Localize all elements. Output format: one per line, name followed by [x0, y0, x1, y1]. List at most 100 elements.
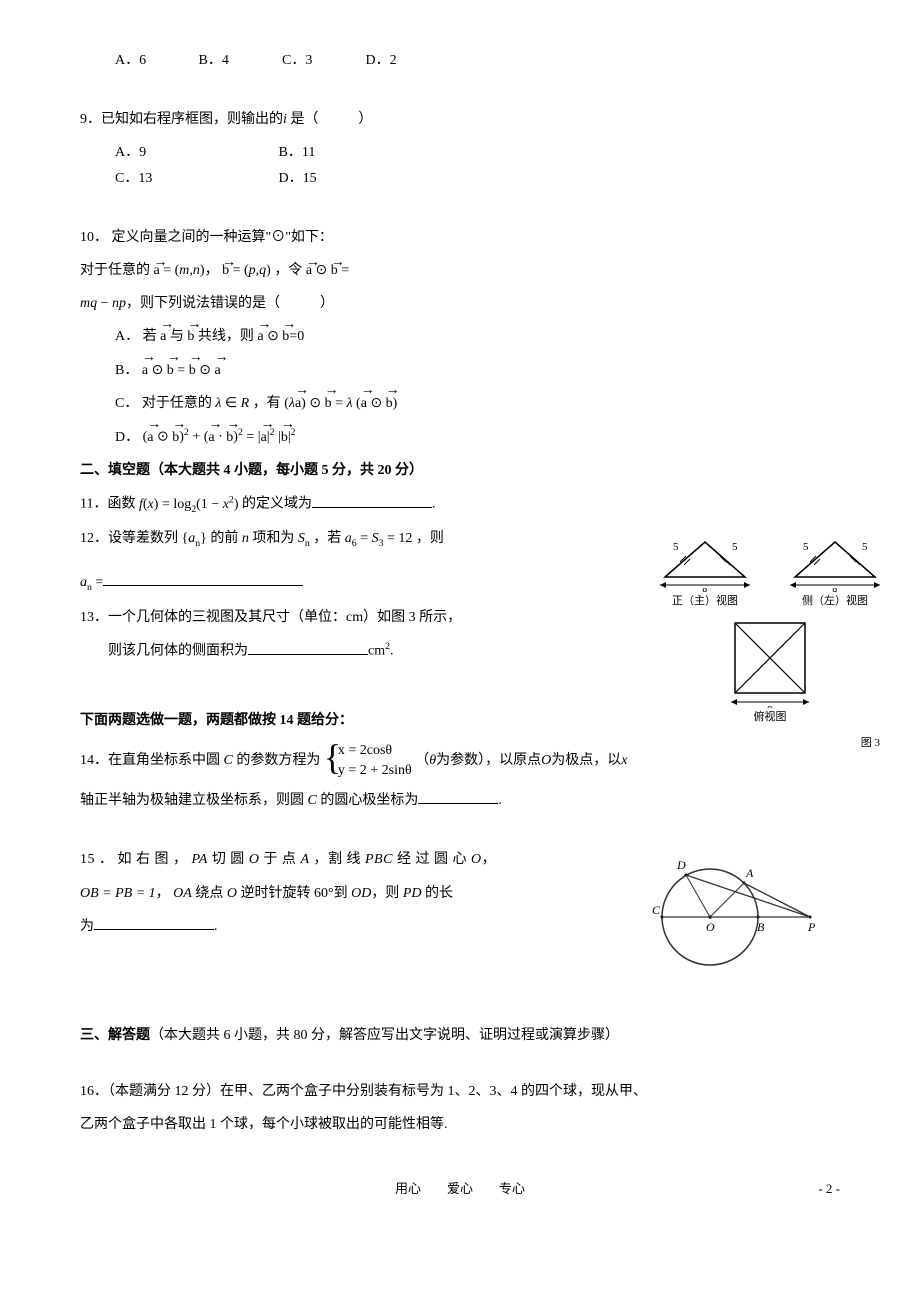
section-2-title: 二、填空题（本大题共 4 小题，每小题 5 分，共 20 分）: [80, 458, 840, 483]
q14-x: x: [621, 753, 627, 768]
q14-mid2: （: [415, 753, 429, 768]
q10-line1: 10． 定义向量之间的一种运算"⊙"如下：: [80, 225, 840, 250]
q10-d-eq: (a→ ⊙ b→)2 + (a→ · b→)2 = |a→|2 |b→|2: [143, 424, 296, 450]
q9-text-after: 是（: [290, 112, 318, 127]
q12-eq: =: [95, 575, 103, 590]
q10-d-pre: D．: [115, 425, 139, 450]
q14-C: C: [224, 753, 233, 768]
q15-m3: ，割 线: [314, 852, 362, 867]
q15-O3: O: [227, 886, 237, 901]
three-views-figure: 5 5 8 正（主）视图 5 5 8 侧（左）视图: [630, 532, 910, 753]
q9-close: ）: [358, 112, 372, 127]
q15-m2: 于 点: [263, 852, 296, 867]
top-view: 8 俯视图: [725, 618, 815, 728]
svg-text:C: C: [652, 903, 661, 917]
q9-var: i: [283, 112, 287, 127]
q15-m1: 切 圆: [212, 852, 245, 867]
q14-blank: [418, 789, 498, 804]
q10-mqnp: mq − np: [80, 296, 126, 311]
q10-c-eq: (λa→) ⊙ b→ = λ (a→ ⊙ b→): [284, 391, 397, 416]
front-view-label: 正（主）视图: [650, 592, 760, 612]
q15-pre: 15 ． 如 右 图 ，: [80, 852, 188, 867]
q10-l2b: ，令: [274, 263, 302, 278]
q10-opt-c: C． 对于任意的 λ ∈ R ，有 (λa→) ⊙ b→ = λ (a→ ⊙ b…: [115, 391, 840, 416]
tv-5d: 5: [862, 541, 868, 553]
q15-O2: O: [471, 852, 482, 867]
svg-text:A: A: [745, 866, 754, 880]
svg-text:P: P: [807, 920, 816, 934]
q14-pre: 14．在直角坐标系中圆: [80, 753, 220, 768]
q11-pre: 11．函数: [80, 497, 135, 512]
q10-vec-a: a→ = (m,n): [154, 263, 205, 278]
q11-mid: 的定义域为: [242, 497, 312, 512]
q8-opt-b: B．4: [199, 48, 279, 73]
q12-mid3: ，若: [313, 531, 341, 546]
q14-mid4: 为极点，以: [551, 753, 621, 768]
footer-text: 用心 爱心 专心: [395, 1181, 525, 1196]
q9-opt-d: D．15: [279, 166, 439, 191]
q15-eq: OB = PB = 1: [80, 886, 156, 901]
footer-page: - 2 -: [818, 1177, 840, 1200]
tv-5a: 5: [673, 541, 679, 553]
q15-l3: 为: [80, 919, 94, 934]
q14-params: x = 2cosθ y = 2 + 2sinθ: [324, 741, 412, 780]
q16-line1: 16．（本题满分 12 分）在甲、乙两个盒子中分别装有标号为 1、2、3、4 的…: [80, 1079, 840, 1104]
q15-l2m1: ，: [156, 886, 170, 901]
q15-comma: ，: [482, 852, 497, 867]
q9-opt-a: A．9: [115, 140, 275, 165]
q8-opt-d: D．2: [366, 48, 446, 73]
q10-line2: 对于任意的 a→ = (m,n)， b→ = (p,q) ，令 a→ ⊙ b→ …: [80, 258, 840, 283]
q11: 11．函数 f(x) = log2(1 − x2) 的定义域为.: [80, 491, 840, 518]
q15-PBC: PBC: [365, 852, 393, 867]
top-view-label: 俯视图: [725, 708, 815, 728]
q9-text-before: 9．已知如右程序框图，则输出的: [80, 112, 283, 127]
q14-l2mid: 的圆心极坐标为: [320, 793, 418, 808]
q8-opt-a: A．6: [115, 48, 195, 73]
q11-blank: [312, 492, 432, 507]
tv-5b: 5: [732, 541, 738, 553]
q9: 9．已知如右程序框图，则输出的i 是（ ）: [80, 107, 840, 132]
svg-text:D: D: [676, 858, 686, 872]
q10-vec-b: b→ = (p,q): [222, 263, 271, 278]
q13-unit: cm: [368, 644, 385, 659]
q14-end: .: [498, 793, 502, 808]
svg-text:O: O: [706, 920, 715, 934]
q12-sn: Sn: [298, 531, 313, 546]
q12-seq: {an}: [182, 531, 207, 546]
q10-ab-def: a→ ⊙ b→ =: [306, 263, 349, 278]
q11-fn: f(x) = log2(1 − x2): [139, 497, 242, 512]
q9-options: A．9 B．11 C．13 D．15: [80, 140, 840, 190]
q15-l2m3: 逆时针旋转 60°到: [240, 886, 347, 901]
q15-PD: PD: [403, 886, 422, 901]
q10-options: A． 若 a→ 与 b→ 共线，则 a→ ⊙ b→=0 B． a→ ⊙ b→ =…: [80, 324, 840, 449]
q12-pre: 12．设等差数列: [80, 531, 178, 546]
q12-cond: a6 = S3 = 12: [345, 531, 413, 546]
q8-opt-c: C．3: [282, 48, 362, 73]
q10-b-eq: a→ ⊙ b→ = b→ ⊙ a→: [142, 358, 221, 383]
q14-py: y = 2 + 2sinθ: [338, 761, 412, 781]
q12-blank: [103, 571, 303, 586]
q8-options: A．6 B．4 C．3 D．2: [80, 48, 840, 73]
q15-blank: [94, 914, 214, 929]
q12-n: n: [242, 531, 253, 546]
tv-5c: 5: [803, 541, 809, 553]
q13-end: .: [390, 644, 394, 659]
q10-l2a: 对于任意的: [80, 263, 150, 278]
q12-end: ，则: [416, 531, 444, 546]
q14-line2: 轴正半轴为极轴建立极坐标系，则圆 C 的圆心极坐标为.: [80, 788, 840, 813]
q10-l3b: ）: [320, 296, 334, 311]
q15-A: A: [300, 852, 309, 867]
q14-mid1: 的参数方程为: [236, 753, 320, 768]
q12-mid1: 的前: [210, 531, 238, 546]
q9-blank: [318, 107, 358, 132]
q10-l3a: ，则下列说法错误的是（: [126, 296, 280, 311]
q15-l2m4: ，则: [371, 886, 399, 901]
q15-PA: PA: [192, 852, 208, 867]
q15-l2m2: 绕点: [195, 886, 223, 901]
q10-b-pre: B．: [115, 358, 138, 383]
svg-text:B: B: [757, 920, 765, 934]
front-view: 5 5 8 正（主）视图: [650, 532, 760, 612]
q15-OA: OA: [173, 886, 192, 901]
q14-mid3: 为参数），以原点: [436, 753, 541, 768]
q10-a-eq: a→ ⊙ b→: [257, 324, 289, 349]
